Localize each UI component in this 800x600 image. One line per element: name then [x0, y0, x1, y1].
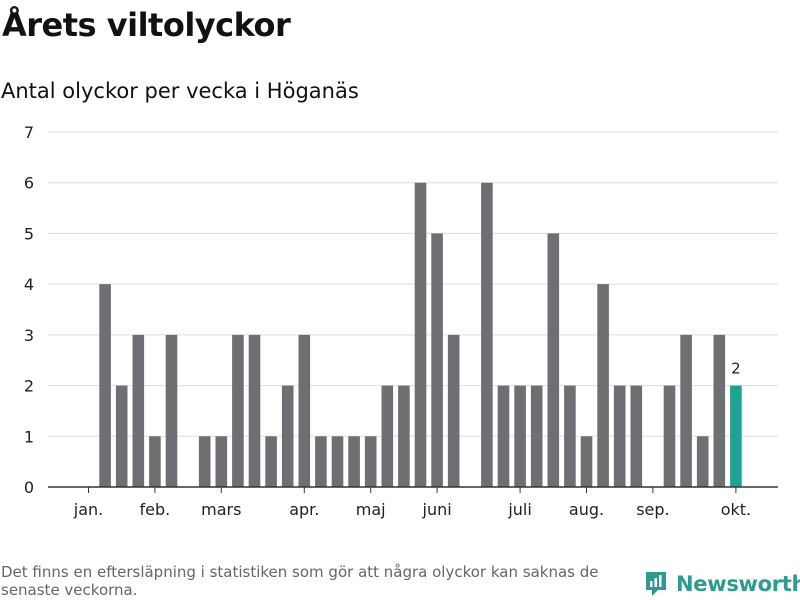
bar [481, 182, 493, 487]
x-tick-label: aug. [569, 500, 604, 519]
chart-subtitle: Antal olyckor per vecka i Höganäs [1, 79, 359, 103]
bar [265, 436, 277, 487]
y-tick-label: 2 [24, 377, 34, 396]
bar [298, 334, 311, 487]
x-tick-label: maj [356, 500, 386, 519]
y-tick-label: 6 [24, 174, 34, 193]
bar [348, 436, 360, 487]
x-tick-label: apr. [289, 500, 319, 519]
bar [331, 436, 344, 487]
y-tick-label: 7 [24, 123, 34, 142]
bar [613, 385, 626, 487]
bar [364, 436, 377, 487]
bar [215, 436, 228, 487]
bar [630, 385, 643, 487]
chart-title: Årets viltolyckor [2, 6, 291, 44]
footnote: Det finns en eftersläpning i statistiken… [1, 563, 599, 599]
bar-data-label: 2 [731, 360, 741, 378]
bar [281, 385, 294, 487]
bar-chart: 0 1 2 3 4 5 6 7 2 jan. feb. mars apr. maj juni juli aug.… [24, 123, 778, 519]
y-tick-label: 5 [24, 224, 34, 243]
x-tick-label: feb. [140, 500, 171, 519]
bar [248, 334, 261, 487]
y-tick-label: 4 [24, 275, 34, 294]
bar [232, 334, 244, 487]
bar [547, 233, 560, 487]
brand-name: Newsworthy [676, 572, 800, 596]
bar [381, 385, 394, 487]
x-tick-label: okt. [721, 500, 751, 519]
bar [398, 385, 410, 487]
brand-logo: Newsworthy [644, 569, 800, 599]
bar [414, 182, 427, 487]
bar [431, 233, 443, 487]
x-tick-label: jan. [73, 500, 103, 519]
bar [447, 334, 460, 487]
bar [580, 436, 593, 487]
y-tick-label: 1 [24, 427, 34, 446]
bar [663, 385, 676, 487]
bar [198, 436, 211, 487]
bar [99, 284, 111, 487]
bar [315, 436, 327, 487]
x-tick-label: juli [507, 500, 531, 519]
bar [149, 436, 161, 487]
bar [597, 284, 609, 487]
bar [696, 436, 709, 487]
x-tick-label: sep. [636, 500, 669, 519]
x-tick-label: mars [201, 500, 241, 519]
bar-highlight [730, 385, 742, 487]
bar [680, 334, 692, 487]
bar [165, 334, 178, 487]
y-tick-label: 3 [24, 326, 34, 345]
newsworthy-logo-icon [646, 572, 666, 596]
bar [132, 334, 145, 487]
y-tick-label: 0 [24, 478, 34, 497]
bar [564, 385, 576, 487]
bar [514, 385, 526, 487]
bar [530, 385, 543, 487]
x-tick-label: juni [422, 500, 452, 519]
bar [115, 385, 128, 487]
bar [497, 385, 510, 487]
bar [713, 334, 726, 487]
